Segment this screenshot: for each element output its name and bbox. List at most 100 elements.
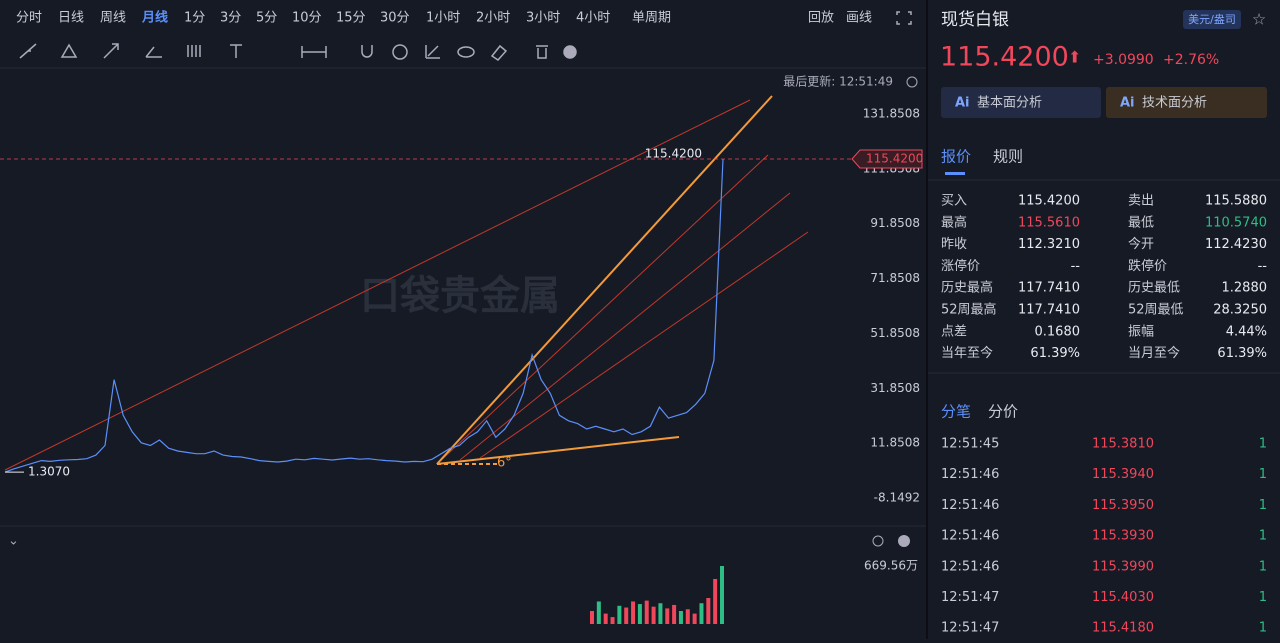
quote-value: 115.4200 [1018,194,1080,209]
period[interactable]: 分时 [16,11,42,26]
button-label[interactable]: 技术面分析 [1142,96,1207,111]
button[interactable] [941,87,1101,118]
button-label[interactable]: 基本面分析 [977,96,1042,111]
tool-edit[interactable] [425,45,440,59]
tool-line[interactable] [19,43,37,59]
settings[interactable] [872,535,884,547]
period-active[interactable]: 月线 [141,10,168,26]
trend-line [436,154,769,465]
angle-note: 6° [497,456,512,471]
trend-line [459,192,791,461]
tab-active[interactable]: 分笔 [941,403,971,421]
period[interactable]: 5分 [256,11,277,26]
favorite[interactable]: ☆ [1252,10,1266,29]
tab-active[interactable]: 报价 [941,148,971,166]
quote-value: 1.2880 [1222,281,1268,296]
y-tick-label: -8.1492 [874,491,920,505]
tool-fib[interactable] [187,45,201,57]
period[interactable]: 4小时 [576,11,610,26]
quote-value: 117.7410 [1018,281,1080,296]
ai-icon[interactable]: Ai [1120,96,1135,111]
start-price-note: 1.3070 [28,465,70,479]
volume-bar [699,603,704,624]
trend-line [479,231,809,459]
period[interactable]: 1小时 [426,11,460,26]
quote-label: 涨停价 [941,258,980,274]
period[interactable]: 10分 [292,11,322,26]
quote-value: 4.44% [1226,324,1267,339]
volume-bar [720,566,724,624]
trade-time: 12:51:46 [941,467,999,482]
trend-line [4,99,751,471]
volume-bar [672,604,677,624]
trade-qty: 1 [1259,621,1267,636]
watermark: 口袋贵金属 [360,273,560,319]
quote-value: 112.3210 [1018,237,1080,252]
tool-text[interactable] [230,44,242,58]
tool-magnet[interactable] [361,45,373,58]
quote-label: 振幅 [1128,324,1154,339]
period[interactable]: 3分 [220,11,241,26]
refresh[interactable] [906,76,918,88]
period[interactable]: 30分 [380,11,410,26]
vol-header: ⌄ [8,534,910,549]
period[interactable]: 周线 [100,11,126,26]
ai-icon[interactable]: Ai [955,96,970,111]
trade-price: 115.4180 [1092,621,1154,636]
volume-bar [713,578,718,624]
tool-eye[interactable] [457,46,475,58]
tool-lock[interactable] [392,44,408,60]
quote-value: 112.4230 [1205,237,1267,252]
tool-triangle[interactable] [60,43,78,58]
quote-label: 当年至今 [941,345,993,361]
volume-bar [651,606,656,624]
period[interactable]: 单周期 [632,11,671,26]
change-pct: +2.76% [1163,52,1219,68]
button[interactable] [1106,87,1267,118]
tool-arrow[interactable] [103,43,119,59]
unit-badge[interactable] [1183,10,1241,29]
collapse[interactable]: ⌄ [8,534,19,549]
last-update: 最后更新: 12:51:49 [783,74,893,89]
tool-measure[interactable] [301,46,327,58]
tool-info[interactable] [563,45,577,59]
period[interactable]: 3小时 [526,11,560,26]
unit[interactable]: 美元/盎司 [1188,12,1236,26]
tool-erase[interactable] [490,44,508,61]
trade-time: 12:51:47 [941,590,999,605]
period[interactable]: 日线 [58,11,84,26]
trade-qty: 1 [1259,590,1267,605]
quote-value: 117.7410 [1018,303,1080,318]
quote-label: 点差 [941,324,967,339]
tool-angle[interactable] [145,46,162,58]
tab[interactable]: 规则 [993,148,1023,166]
last-price-tag-label: 115.4200 [866,151,923,165]
trend-line [436,95,773,465]
tool-icons[interactable] [19,11,912,61]
volume-bar [658,603,663,624]
quote-label: 卖出 [1128,194,1154,209]
period[interactable]: 1分 [184,11,205,26]
trade-price: 115.3810 [1092,437,1154,452]
divider [926,0,928,639]
close[interactable] [898,535,910,547]
draw[interactable]: 画线 [846,11,872,26]
period[interactable]: 15分 [336,11,366,26]
trade-qty: 1 [1259,498,1267,513]
quote-label: 历史最低 [1128,281,1180,296]
trade-qty: 1 [1259,529,1267,544]
volume-bar [665,608,670,624]
replay[interactable]: 回放 [808,11,834,26]
quote-label: 最高 [941,214,967,230]
fullscreen[interactable] [896,11,912,25]
period[interactable]: 2小时 [476,11,510,26]
tab[interactable]: 分价 [988,403,1018,421]
quote-value: 115.5610 [1018,215,1080,230]
quote-value: 61.39% [1030,346,1080,361]
tool-delete[interactable] [536,45,548,59]
quote-label: 52周最高 [941,302,997,318]
trade-time: 12:51:46 [941,559,999,574]
quote-value: -- [1071,259,1081,274]
